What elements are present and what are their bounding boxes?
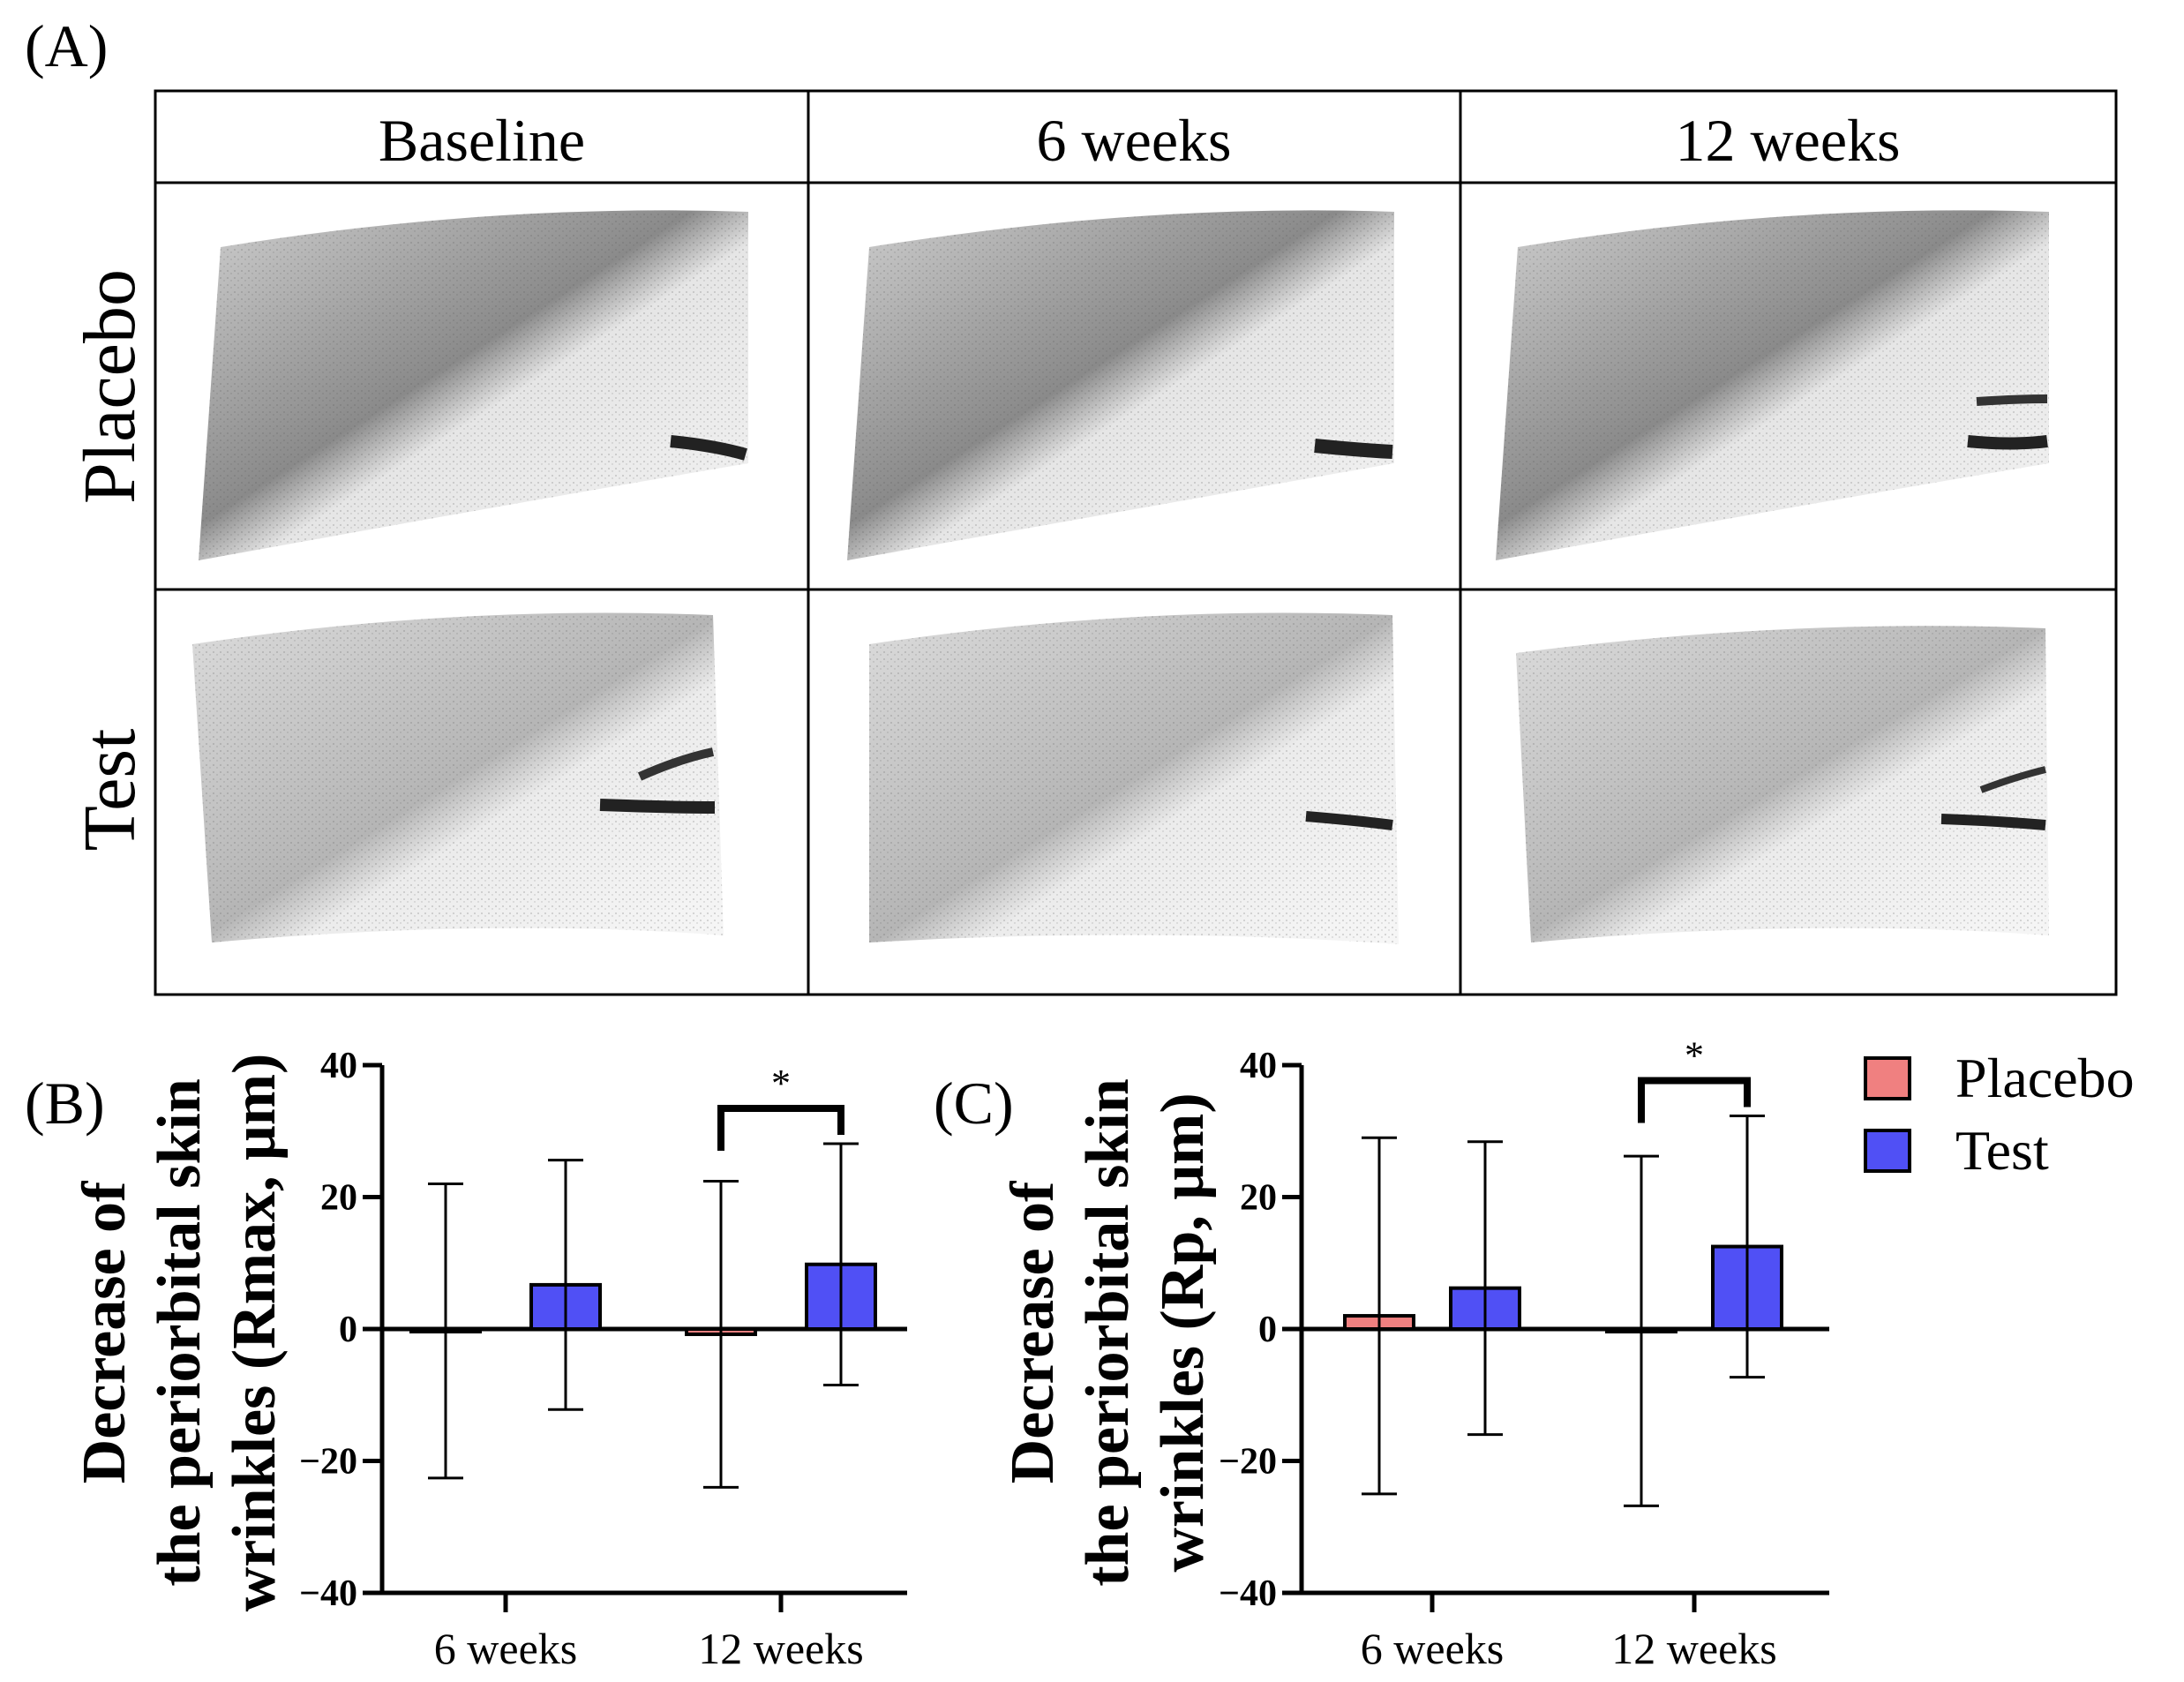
legend-label-test: Test	[1955, 1119, 2049, 1182]
x-tick-label: 6 weeks	[434, 1624, 577, 1673]
x-tick-label: 6 weeks	[1361, 1624, 1504, 1673]
legend-swatch-test	[1864, 1129, 1911, 1173]
panel-label: (B)	[25, 1070, 105, 1137]
y-tick-label: 40	[320, 1046, 357, 1086]
y-tick-label: −40	[299, 1573, 357, 1614]
significance-marker: *	[1685, 1034, 1704, 1078]
y-tick-label: 0	[1258, 1310, 1277, 1350]
y-tick-label: −20	[1219, 1442, 1277, 1483]
x-tick-label: 12 weeks	[698, 1624, 863, 1673]
x-tick-label: 12 weeks	[1611, 1624, 1776, 1673]
significance-bracket	[1638, 1077, 1751, 1123]
column-header-6-weeks: 6 weeks	[1037, 107, 1232, 174]
legend-entry-placebo: Placebo	[1864, 1046, 2181, 1116]
column-header-12-weeks: 12 weeks	[1676, 107, 1901, 174]
legend-entry-test: Test	[1864, 1118, 2181, 1189]
y-axis-label-line: wrinkles (Rmax, μm)	[221, 1054, 289, 1612]
skin-image-placebo-12-weeks	[1496, 210, 2049, 560]
grid-frame	[154, 89, 2118, 996]
significance-marker: *	[771, 1062, 791, 1105]
y-tick-label: −40	[1219, 1573, 1277, 1614]
panel-label: (C)	[934, 1070, 1014, 1137]
skin-image-test-6-weeks	[869, 612, 1399, 944]
row-header-placebo: Placebo	[69, 269, 151, 504]
y-tick-label: 0	[339, 1310, 357, 1350]
legend-label-placebo: Placebo	[1955, 1047, 2135, 1109]
y-tick-label: 20	[1240, 1178, 1277, 1219]
skin-image-test-12-weeks	[1516, 626, 2049, 942]
y-axis-label-line: Decrease of	[999, 1181, 1067, 1483]
skin-image-placebo-baseline	[199, 210, 748, 560]
y-tick-label: 40	[1240, 1046, 1277, 1086]
y-axis-label-line: the periorbital skin	[1074, 1078, 1142, 1587]
skin-image-placebo-6-weeks	[847, 210, 1394, 560]
y-axis-label-line: wrinkles (Rp, μm)	[1149, 1093, 1217, 1572]
significance-bracket	[717, 1104, 844, 1151]
y-axis-label-line: Decrease of	[71, 1181, 139, 1483]
y-axis-label-line: the periorbital skin	[146, 1078, 214, 1587]
panel-a-label: (A)	[25, 12, 109, 79]
column-header-baseline: Baseline	[379, 107, 585, 174]
legend-swatch-placebo	[1864, 1056, 1911, 1100]
row-header-test: Test	[69, 729, 151, 852]
y-tick-label: −20	[299, 1442, 357, 1483]
y-tick-label: 20	[320, 1178, 357, 1219]
skin-image-test-baseline	[192, 612, 724, 942]
